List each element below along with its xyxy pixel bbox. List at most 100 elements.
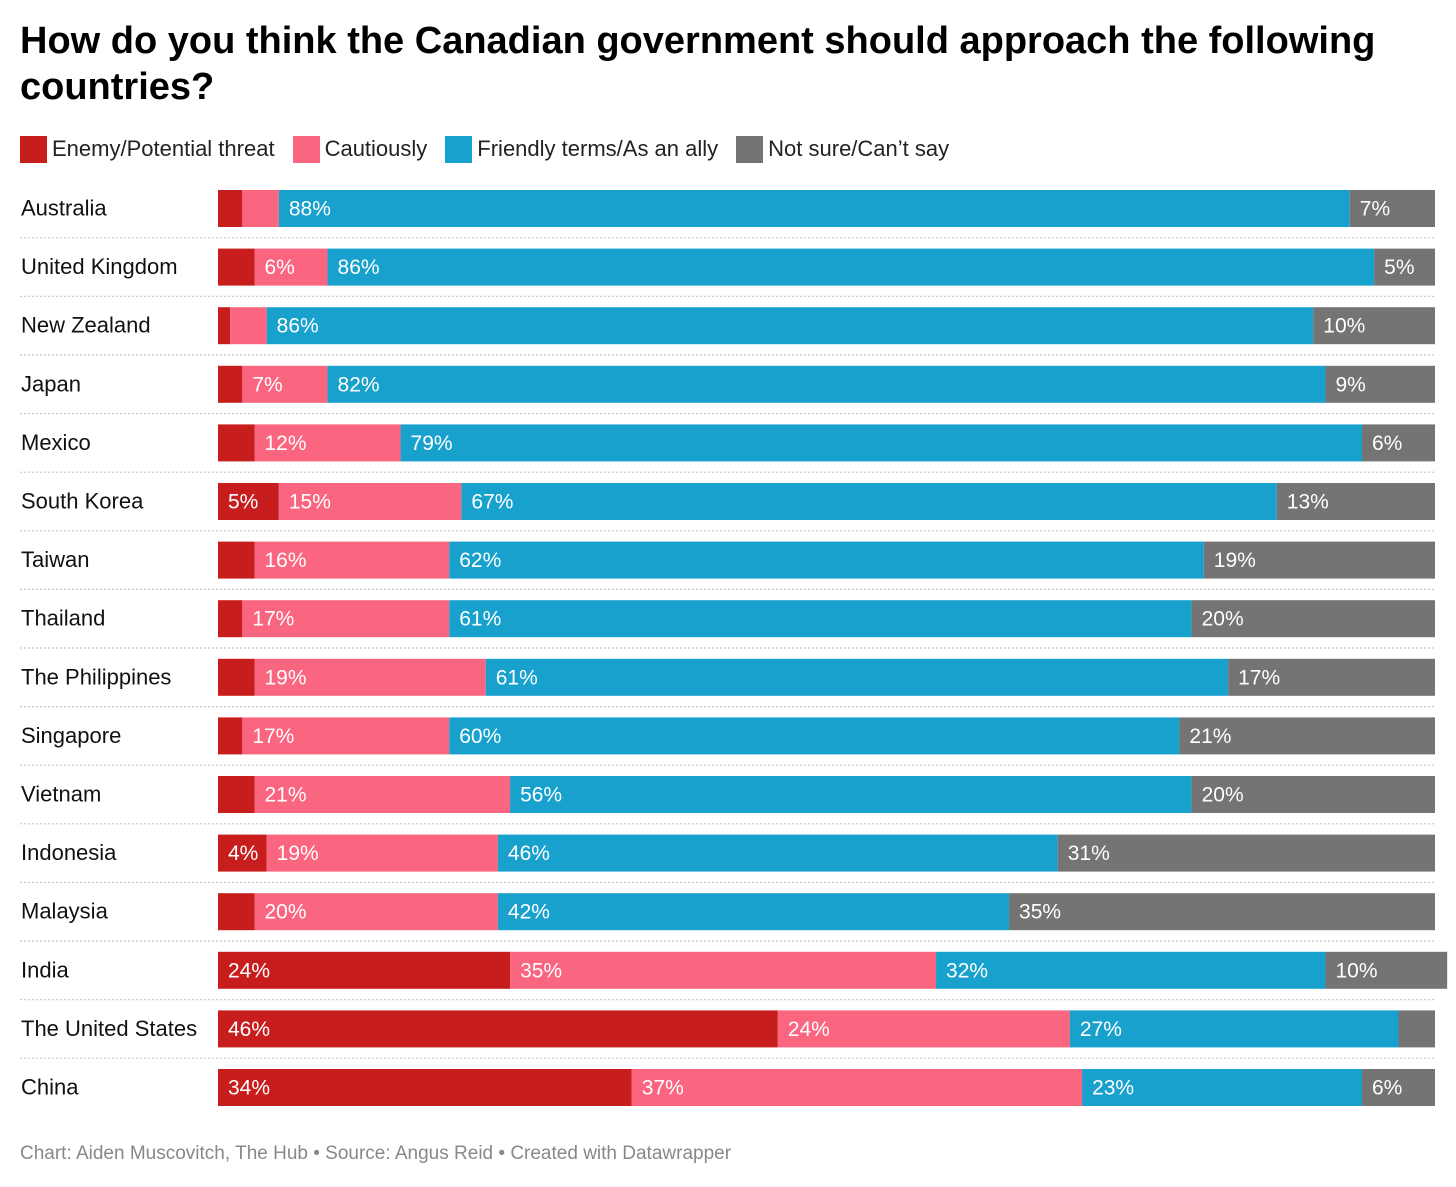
- data-label-taiwan-friendly-terms-as-an-ally: 62%: [459, 549, 501, 572]
- bar-segment-new-zealand-friendly-terms-as-an-ally: [266, 307, 1314, 345]
- bar-segment-indonesia-friendly-terms-as-an-ally: [497, 834, 1058, 872]
- bar-segment-new-zealand-not-sure-can-t-say: [1313, 307, 1435, 345]
- legend-swatch-not-sure: [736, 135, 764, 163]
- data-label-indonesia-cautiously: 19%: [277, 842, 319, 865]
- data-label-south-korea-enemy-potential-threat: 5%: [228, 491, 258, 514]
- bar-segment-taiwan-not-sure-can-t-say: [1203, 541, 1435, 579]
- bar-segment-mexico-cautiously: [254, 424, 401, 462]
- bar-segment-china-cautiously: [631, 1069, 1083, 1106]
- row-label-the-philippines: The Philippines: [21, 664, 171, 689]
- data-label-south-korea-friendly-terms-as-an-ally: 67%: [471, 491, 513, 514]
- data-label-indonesia-not-sure-can-t-say: 31%: [1068, 842, 1110, 865]
- bar-segment-vietnam-not-sure-can-t-say: [1191, 776, 1435, 813]
- data-label-china-friendly-terms-as-an-ally: 23%: [1092, 1077, 1134, 1100]
- data-label-india-friendly-terms-as-an-ally: 32%: [946, 959, 988, 982]
- data-label-united-kingdom-friendly-terms-as-an-ally: 86%: [338, 256, 380, 279]
- bar-segment-new-zealand-cautiously: [230, 307, 267, 345]
- data-label-malaysia-friendly-terms-as-an-ally: 42%: [508, 901, 550, 924]
- row-label-vietnam: Vietnam: [21, 782, 101, 807]
- data-label-india-enemy-potential-threat: 24%: [228, 959, 270, 982]
- data-label-thailand-friendly-terms-as-an-ally: 61%: [459, 608, 501, 631]
- data-label-indonesia-friendly-terms-as-an-ally: 46%: [508, 842, 550, 865]
- data-label-malaysia-cautiously: 20%: [265, 901, 307, 924]
- bar-segment-australia-enemy-potential-threat: [218, 190, 243, 227]
- bar-segment-china-not-sure-can-t-say: [1361, 1069, 1435, 1106]
- bar-segment-thailand-not-sure-can-t-say: [1191, 600, 1435, 638]
- row-label-china: China: [21, 1075, 79, 1100]
- data-label-the-philippines-friendly-terms-as-an-ally: 61%: [496, 666, 538, 689]
- bar-segment-new-zealand-enemy-potential-threat: [218, 307, 231, 345]
- row-label-australia: Australia: [21, 196, 107, 221]
- row-label-mexico: Mexico: [21, 430, 91, 455]
- data-label-mexico-cautiously: 12%: [265, 432, 307, 455]
- bar-segment-vietnam-friendly-terms-as-an-ally: [510, 776, 1192, 813]
- legend-label-friendly: Friendly terms/As an ally: [477, 136, 719, 161]
- bar-segment-singapore-enemy-potential-threat: [218, 717, 243, 755]
- data-label-new-zealand-friendly-terms-as-an-ally: 86%: [277, 315, 319, 338]
- bar-segment-malaysia-not-sure-can-t-say: [1009, 893, 1435, 931]
- data-label-thailand-not-sure-can-t-say: 20%: [1202, 608, 1244, 631]
- data-label-taiwan-not-sure-can-t-say: 19%: [1214, 549, 1256, 572]
- legend-label-cautiously: Cautiously: [324, 136, 428, 161]
- bar-segment-thailand-friendly-terms-as-an-ally: [449, 600, 1192, 638]
- bar-segment-mexico-enemy-potential-threat: [218, 424, 255, 462]
- data-label-united-kingdom-not-sure-can-t-say: 5%: [1384, 256, 1414, 279]
- chart-legend: Enemy/Potential threat Cautiously Friend…: [20, 134, 967, 164]
- bar-segment-the-united-states-cautiously: [777, 1010, 1070, 1048]
- bar-segment-india-cautiously: [510, 951, 937, 989]
- legend-item-not-sure: Not sure/Can’t say: [736, 135, 949, 163]
- legend-swatch-cautiously: [292, 135, 320, 163]
- data-label-the-philippines-cautiously: 19%: [265, 666, 307, 689]
- bar-segment-vietnam-cautiously: [254, 776, 511, 813]
- bar-segment-indonesia-enemy-potential-threat: [218, 834, 267, 872]
- bar-segment-malaysia-enemy-potential-threat: [218, 893, 255, 931]
- bar-segment-india-not-sure-can-t-say: [1325, 951, 1448, 989]
- legend-swatch-enemy: [20, 135, 47, 163]
- legend-item-cautiously: Cautiously: [292, 135, 428, 163]
- bar-segment-united-kingdom-friendly-terms-as-an-ally: [327, 248, 1375, 286]
- data-label-mexico-friendly-terms-as-an-ally: 79%: [411, 432, 453, 455]
- bar-segment-the-united-states-friendly-terms-as-an-ally: [1069, 1010, 1399, 1048]
- data-label-china-enemy-potential-threat: 34%: [228, 1077, 270, 1100]
- data-label-singapore-friendly-terms-as-an-ally: 60%: [459, 725, 501, 748]
- data-label-vietnam-friendly-terms-as-an-ally: 56%: [520, 784, 562, 807]
- data-label-japan-cautiously: 7%: [252, 373, 282, 396]
- chart-plot-area: Australia 88% 7% United Kingdom 6% 86% 5% New Z…: [20, 190, 1448, 1106]
- legend-swatch-friendly: [445, 135, 473, 163]
- bar-segment-united-kingdom-cautiously: [254, 248, 328, 286]
- bar-segment-united-kingdom-not-sure-can-t-say: [1374, 248, 1435, 286]
- data-label-singapore-not-sure-can-t-say: 21%: [1189, 725, 1231, 748]
- data-label-the-philippines-not-sure-can-t-say: 17%: [1238, 666, 1280, 689]
- bar-segment-the-philippines-cautiously: [254, 658, 486, 696]
- bar-segment-australia-cautiously: [242, 190, 279, 227]
- bar-segment-singapore-friendly-terms-as-an-ally: [449, 717, 1180, 755]
- data-label-malaysia-not-sure-can-t-say: 35%: [1019, 901, 1061, 924]
- bar-segment-the-philippines-friendly-terms-as-an-ally: [485, 658, 1229, 696]
- bar-segment-south-korea-not-sure-can-t-say: [1276, 483, 1435, 520]
- bar-segment-singapore-not-sure-can-t-say: [1179, 717, 1435, 755]
- data-label-indonesia-enemy-potential-threat: 4%: [228, 842, 258, 865]
- row-label-singapore: Singapore: [21, 723, 121, 748]
- chart-title: How do you think the Canadian government…: [20, 20, 1376, 108]
- row-label-south-korea: South Korea: [21, 489, 144, 514]
- data-label-south-korea-cautiously: 15%: [289, 491, 331, 514]
- data-label-the-united-states-cautiously: 24%: [788, 1018, 830, 1041]
- bar-segment-china-enemy-potential-threat: [218, 1069, 632, 1106]
- row-label-the-united-states: The United States: [21, 1016, 197, 1041]
- data-label-united-kingdom-cautiously: 6%: [265, 256, 295, 279]
- data-label-australia-not-sure-can-t-say: 7%: [1360, 198, 1390, 221]
- bar-segment-taiwan-friendly-terms-as-an-ally: [449, 541, 1204, 579]
- data-label-china-not-sure-can-t-say: 6%: [1372, 1077, 1402, 1100]
- bar-segment-south-korea-friendly-terms-as-an-ally: [461, 483, 1277, 520]
- bar-segment-taiwan-cautiously: [254, 541, 450, 579]
- row-label-malaysia: Malaysia: [21, 899, 109, 924]
- bar-segment-indonesia-not-sure-can-t-say: [1057, 834, 1435, 872]
- bar-segment-south-korea-cautiously: [278, 483, 462, 520]
- legend-item-enemy: Enemy/Potential threat: [20, 135, 275, 163]
- data-label-mexico-not-sure-can-t-say: 6%: [1372, 432, 1402, 455]
- bar-segment-indonesia-cautiously: [266, 834, 498, 872]
- bar-segment-japan-not-sure-can-t-say: [1325, 365, 1435, 403]
- row-label-united-kingdom: United Kingdom: [21, 254, 178, 279]
- row-label-taiwan: Taiwan: [21, 547, 89, 572]
- bar-segment-the-philippines-not-sure-can-t-say: [1228, 658, 1435, 696]
